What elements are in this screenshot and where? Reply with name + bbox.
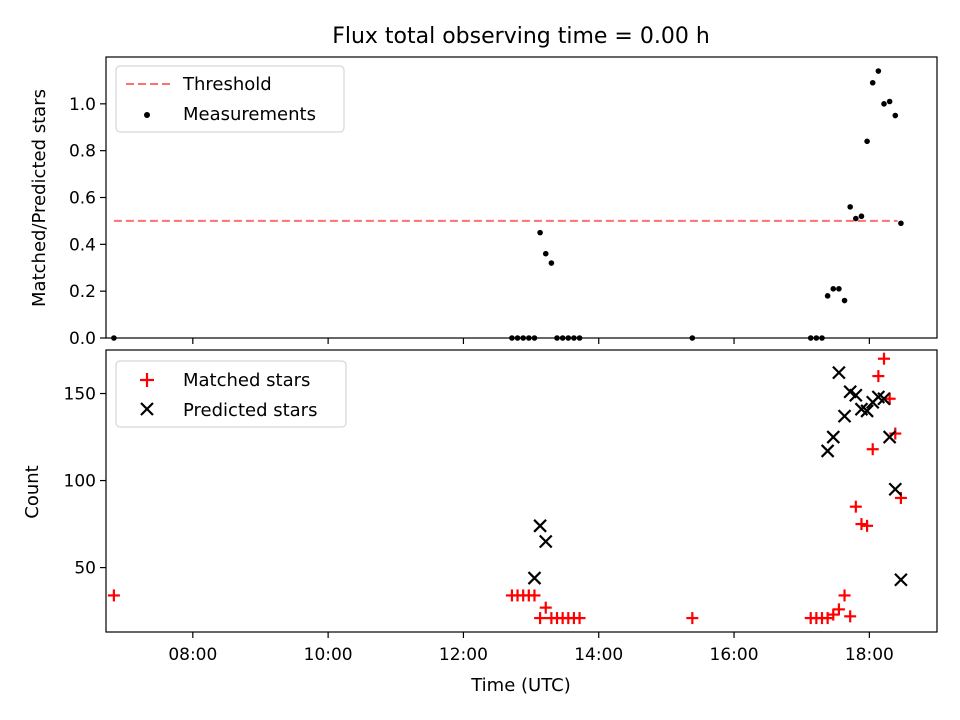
measurement-point [847,204,853,210]
legend-predicted-label: Predicted stars [183,400,317,421]
matched-star-point [855,518,868,531]
predicted-star-point [837,409,852,423]
measurement-point [841,297,848,304]
measurement-point [869,79,876,86]
bottom-legend: Matched stars Predicted stars [115,360,347,428]
y-tick-label: 0.8 [69,142,96,162]
measurement-point [824,293,831,299]
x-tick-label: 16:00 [710,645,759,665]
matched-star-point [832,603,845,616]
matched-star-point [838,589,851,602]
y-tick-label: 0.2 [69,282,96,302]
predicted-star-point [538,534,553,549]
top-x-ticks [192,338,870,344]
bottom-panel-frame [105,349,938,633]
top-panel: 0.0 0.2 0.4 0.6 0.8 1.0 Matched/Predicted sta… [29,56,938,349]
measurement-point [537,229,543,236]
legend-matched-label: Matched stars [183,370,310,391]
x-tick-label: 08:00 [168,645,217,665]
y-tick-label: 1.0 [69,95,96,115]
matched-star-point [849,500,862,513]
x-tick-label: 10:00 [304,645,353,665]
matched-star-point [107,589,120,602]
x-tick-label: 18:00 [845,645,894,665]
legend-measurements-label: Measurements [183,104,316,125]
predicted-star-point [533,519,547,533]
matched-star-point [872,370,885,383]
measurement-point [858,213,865,220]
predicted-star-point [877,391,891,406]
y-tick-label: 0.0 [69,329,96,349]
measurement-point [892,112,899,119]
matched-star-point [534,612,547,625]
matched-star-point [827,608,840,621]
top-y-axis-label: Matched/Predicted stars [29,89,50,307]
matched-star-point [573,612,586,625]
matched-star-point [686,612,699,625]
matched-star-point [539,601,552,614]
measurement-point [836,286,842,292]
x-tick-label: 12:00 [439,645,488,665]
measurement-point [542,250,549,257]
legend-threshold-label: Threshold [182,74,272,95]
matched-star-point [878,352,891,365]
predicted-star-point [860,404,874,418]
measurement-point [830,286,837,292]
matched-star-point [861,519,874,532]
y-tick-label: 0.6 [69,189,96,209]
chart-title: Flux total observing time = 0.00 h [332,24,710,49]
predicted-star-point [849,388,863,403]
measurement-point [853,215,859,222]
top-legend-box [115,65,345,133]
predicted-star-point [882,430,897,444]
matched-star-point [889,427,902,440]
x-tick-label: 14:00 [574,645,623,665]
matched-star-point [844,610,857,623]
predicted-star-point [826,430,841,444]
y-tick-label: 100 [64,472,96,492]
measurement-point [548,260,555,266]
predicted-star-point [894,572,908,587]
matched-star-point [866,443,879,456]
predicted-star-point [832,365,846,380]
bottom-x-ticks: 08:00 10:00 12:00 14:00 16:00 18:00 [168,632,894,665]
matched-star-point [883,392,896,405]
bottom-y-axis-label: Count [22,465,43,518]
measurement-point [881,101,887,107]
bottom-y-ticks: 50 100 150 [64,385,106,579]
x-axis-label: Time (UTC) [470,675,571,696]
y-tick-label: 150 [64,385,96,405]
top-y-ticks: 0.0 0.2 0.4 0.6 0.8 1.0 [69,95,106,349]
bottom-legend-box [115,360,347,428]
measurement-point [886,98,893,105]
measurement-point [875,68,882,74]
top-plot-area [111,68,904,341]
y-tick-label: 0.4 [69,235,96,255]
measurement-point [898,220,904,227]
predicted-star-point [527,571,542,585]
matched-star-point [528,589,541,602]
top-legend: Threshold Measurements [115,65,345,133]
bottom-plot-area [107,352,908,625]
predicted-star-point [820,444,835,458]
measurement-point [864,138,870,145]
legend-measurements-swatch [144,112,150,118]
legend-matched-swatch [140,373,154,387]
legend-predicted-swatch [140,402,154,416]
y-tick-label: 50 [74,559,96,579]
predicted-star-point [888,482,903,497]
